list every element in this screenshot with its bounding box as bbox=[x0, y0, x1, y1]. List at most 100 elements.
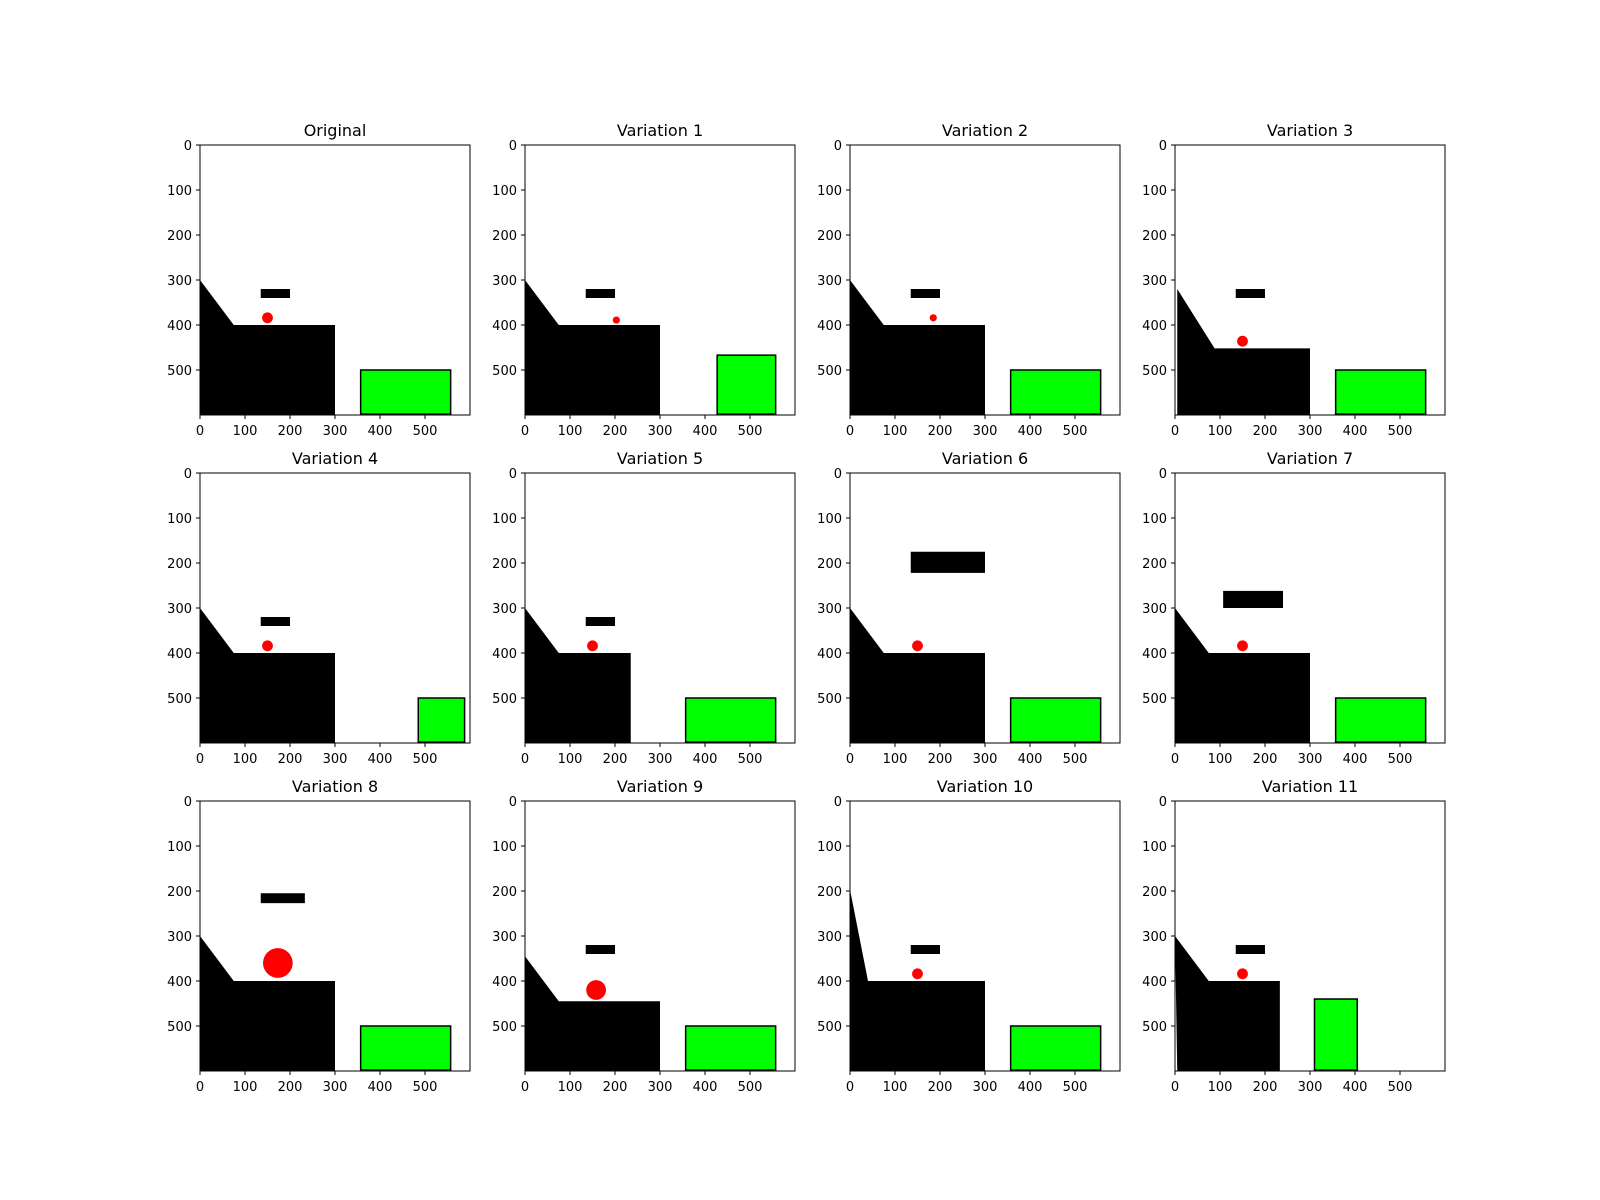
goal-box bbox=[1313, 998, 1358, 1071]
x-tick-label: 400 bbox=[368, 424, 393, 439]
x-tick-label: 100 bbox=[558, 424, 583, 439]
ball bbox=[1237, 968, 1248, 980]
x-tick-label: 300 bbox=[973, 752, 998, 767]
goal-box bbox=[417, 697, 466, 743]
panel-title: Variation 9 bbox=[617, 777, 703, 796]
panel-3: 0 100 200 300 400 500 0 100 200 300 400 500 Variatio… bbox=[1142, 121, 1446, 439]
ramp-shape bbox=[850, 608, 985, 743]
bar-obstacle bbox=[260, 289, 290, 298]
x-tick-label: 400 bbox=[1343, 1080, 1368, 1095]
y-tick-label: 0 bbox=[834, 139, 842, 154]
y-tick-label: 400 bbox=[492, 647, 517, 662]
x-tick-label: 100 bbox=[233, 1080, 258, 1095]
ramp-shape bbox=[525, 956, 660, 1071]
y-tick-label: 200 bbox=[492, 557, 517, 572]
x-tick-label: 200 bbox=[928, 424, 953, 439]
y-tick-label: 300 bbox=[1142, 602, 1167, 617]
x-tick-label: 0 bbox=[1171, 424, 1179, 439]
y-tick-label: 100 bbox=[817, 840, 842, 855]
x-tick-label: 200 bbox=[1253, 424, 1278, 439]
y-tick-label: 200 bbox=[1142, 229, 1167, 244]
panel-6: 0 100 200 300 400 500 0 100 200 300 400 500 Variatio… bbox=[817, 449, 1121, 767]
y-tick-label: 300 bbox=[817, 274, 842, 289]
x-tick-label: 300 bbox=[648, 1080, 673, 1095]
goal-box bbox=[716, 354, 777, 415]
bar-obstacle bbox=[585, 289, 615, 298]
x-tick-label: 0 bbox=[196, 1080, 204, 1095]
panel-4: 0 100 200 300 400 500 0 100 200 300 400 500 Variatio… bbox=[167, 449, 471, 767]
ball bbox=[586, 980, 606, 1000]
y-tick-label: 0 bbox=[834, 467, 842, 482]
goal-box bbox=[684, 1025, 777, 1071]
x-tick-label: 200 bbox=[278, 752, 303, 767]
x-tick-label: 100 bbox=[558, 752, 583, 767]
x-tick-label: 300 bbox=[323, 1080, 348, 1095]
y-tick-label: 100 bbox=[1142, 512, 1167, 527]
ball bbox=[263, 948, 293, 978]
ramp-shape bbox=[200, 936, 335, 1071]
y-tick-label: 200 bbox=[1142, 885, 1167, 900]
y-tick-label: 300 bbox=[167, 274, 192, 289]
panel-title: Variation 2 bbox=[942, 121, 1028, 140]
ramp-shape bbox=[850, 280, 985, 415]
y-tick-label: 0 bbox=[509, 795, 517, 810]
x-tick-label: 100 bbox=[233, 424, 258, 439]
y-tick-label: 300 bbox=[1142, 930, 1167, 945]
y-tick-label: 0 bbox=[1159, 467, 1167, 482]
bar-obstacle bbox=[910, 551, 985, 573]
y-tick-label: 400 bbox=[817, 975, 842, 990]
y-tick-label: 200 bbox=[1142, 557, 1167, 572]
bar-obstacle bbox=[1223, 590, 1283, 608]
y-tick-label: 500 bbox=[1142, 692, 1167, 707]
x-tick-label: 300 bbox=[1298, 424, 1323, 439]
y-tick-label: 300 bbox=[167, 930, 192, 945]
x-tick-label: 500 bbox=[413, 424, 438, 439]
x-tick-label: 500 bbox=[1388, 424, 1413, 439]
panel-10: 0 100 200 300 400 500 0 100 200 300 400 500 Variatio… bbox=[817, 777, 1121, 1095]
y-tick-label: 200 bbox=[492, 229, 517, 244]
y-tick-label: 200 bbox=[167, 557, 192, 572]
x-tick-label: 200 bbox=[1253, 1080, 1278, 1095]
x-tick-label: 400 bbox=[1343, 424, 1368, 439]
y-tick-label: 100 bbox=[817, 184, 842, 199]
x-tick-label: 0 bbox=[846, 1080, 854, 1095]
x-tick-label: 200 bbox=[603, 752, 628, 767]
x-tick-label: 500 bbox=[413, 752, 438, 767]
panel-title: Variation 10 bbox=[937, 777, 1033, 796]
y-tick-label: 0 bbox=[1159, 795, 1167, 810]
x-tick-label: 500 bbox=[1388, 1080, 1413, 1095]
x-tick-label: 400 bbox=[368, 1080, 393, 1095]
ramp-shape bbox=[1177, 289, 1310, 415]
x-tick-label: 0 bbox=[521, 752, 529, 767]
y-tick-label: 400 bbox=[1142, 975, 1167, 990]
y-tick-label: 200 bbox=[817, 557, 842, 572]
x-tick-label: 100 bbox=[883, 424, 908, 439]
bar-obstacle bbox=[585, 945, 615, 954]
panel-title: Variation 8 bbox=[292, 777, 378, 796]
y-tick-label: 0 bbox=[184, 795, 192, 810]
y-tick-label: 100 bbox=[167, 512, 192, 527]
x-tick-label: 200 bbox=[278, 424, 303, 439]
x-tick-label: 500 bbox=[413, 1080, 438, 1095]
x-tick-label: 400 bbox=[1018, 424, 1043, 439]
y-tick-label: 400 bbox=[817, 319, 842, 334]
panel-title: Variation 5 bbox=[617, 449, 703, 468]
ramp-shape bbox=[525, 608, 631, 743]
goal-box bbox=[1009, 697, 1102, 743]
x-tick-label: 400 bbox=[1343, 752, 1368, 767]
y-tick-label: 0 bbox=[509, 467, 517, 482]
bar-obstacle bbox=[1235, 945, 1265, 954]
x-tick-label: 300 bbox=[1298, 1080, 1323, 1095]
y-tick-label: 200 bbox=[167, 229, 192, 244]
goal-box bbox=[1334, 369, 1427, 415]
x-tick-label: 0 bbox=[846, 424, 854, 439]
goal-box bbox=[359, 369, 452, 415]
y-tick-label: 0 bbox=[509, 139, 517, 154]
panel-2: 0 100 200 300 400 500 0 100 200 300 400 500 Variatio… bbox=[817, 121, 1121, 439]
goal-box bbox=[359, 1025, 452, 1071]
y-tick-label: 0 bbox=[184, 467, 192, 482]
panel-1: 0 100 200 300 400 500 0 100 200 300 400 500 Variatio… bbox=[492, 121, 796, 439]
y-tick-label: 500 bbox=[167, 1020, 192, 1035]
x-tick-label: 0 bbox=[846, 752, 854, 767]
